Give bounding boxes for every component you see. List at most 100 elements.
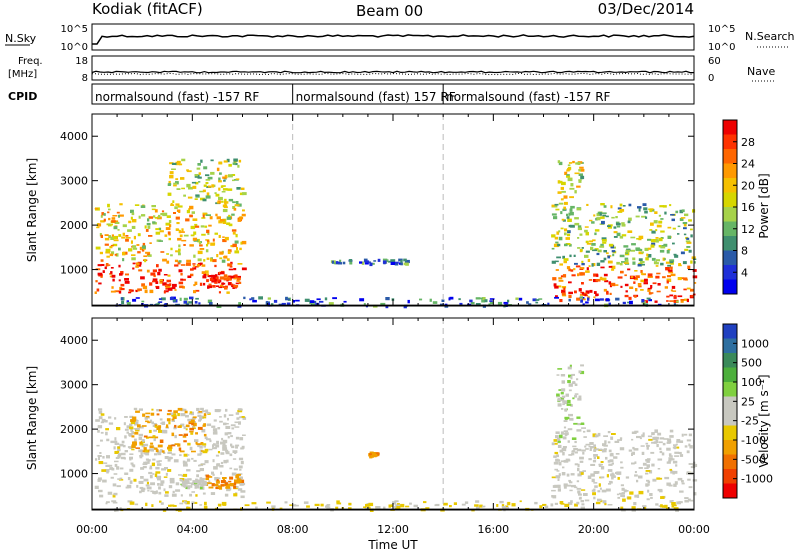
power-scatter-cell — [660, 218, 664, 220]
power-scatter-cell — [532, 298, 537, 302]
power-scatter-cell — [148, 216, 154, 219]
velocity-scatter-cell — [365, 503, 370, 507]
power-scatter-cell — [659, 249, 665, 253]
power-scatter-cell — [651, 230, 656, 234]
velocity-scatter-cell — [103, 462, 108, 464]
power-scatter-cell — [152, 221, 156, 224]
velocity-scatter-cell — [182, 480, 186, 483]
velocity-scatter-cell — [167, 446, 173, 449]
velocity-scatter-cell — [191, 417, 196, 420]
velocity-scatter-cell — [159, 483, 164, 486]
velocity-scatter-cell — [628, 449, 633, 452]
power-scatter-cell — [210, 242, 215, 246]
power-scatter-cell — [579, 233, 583, 236]
power-scatter-cell — [155, 231, 161, 235]
velocity-scatter-cell — [220, 471, 222, 475]
power-colorbar-swatch — [723, 178, 737, 193]
velocity-scatter-cell — [561, 395, 566, 399]
power-scatter-cell — [131, 257, 136, 261]
velocity-scatter-cell — [139, 455, 143, 459]
velocity-scatter-cell — [213, 419, 217, 422]
velocity-scatter-cell — [144, 416, 148, 420]
velocity-scatter-cell — [177, 425, 182, 428]
velocity-scatter-cell — [206, 423, 212, 427]
power-scatter-cell — [641, 299, 645, 303]
power-scatter-cell — [621, 234, 627, 237]
velocity-scatter-cell — [303, 501, 309, 504]
power-scatter-cell — [175, 203, 180, 206]
power-scatter-cell — [206, 192, 210, 196]
power-scatter-cell — [658, 221, 662, 224]
power-scatter-cell — [122, 251, 126, 256]
velocity-scatter-cell — [392, 501, 397, 505]
velocity-scatter-cell — [551, 476, 557, 479]
power-scatter-cell — [216, 279, 220, 282]
velocity-scatter-cell — [142, 450, 145, 453]
power-scatter-cell — [570, 224, 575, 228]
power-scatter-cell — [660, 230, 665, 233]
power-scatter-cell — [226, 216, 232, 220]
velocity-scatter-cell — [646, 461, 650, 463]
velocity-scatter-cell — [108, 416, 112, 419]
power-scatter-cell — [644, 210, 648, 214]
velocity-colorbar-swatch — [723, 396, 737, 412]
velocity-scatter-cell — [182, 473, 188, 477]
power-scatter-cell — [592, 239, 596, 242]
power-scatter-cell — [194, 301, 198, 304]
velocity-scatter-cell — [119, 443, 124, 447]
power-scatter-cell — [635, 275, 640, 278]
velocity-scatter-cell — [641, 451, 645, 455]
power-scatter-cell — [603, 250, 607, 253]
velocity-scatter-cell — [620, 506, 624, 510]
power-scatter-cell — [164, 290, 169, 293]
velocity-scatter-cell — [657, 468, 661, 470]
power-scatter-cell — [189, 205, 194, 210]
power-scatter-cell — [551, 234, 556, 238]
power-scatter-cell — [593, 291, 597, 294]
velocity-scatter-cell — [577, 423, 581, 426]
power-scatter-cell — [568, 298, 571, 302]
velocity-scatter-cell — [569, 417, 574, 421]
velocity-colorbar-swatch — [723, 469, 737, 484]
velocity-scatter-cell — [611, 462, 614, 465]
power-scatter-cell — [573, 268, 576, 271]
power-scatter-cell — [683, 227, 687, 230]
power-scatter-cell — [649, 229, 653, 231]
power-scatter-cell — [667, 235, 672, 239]
power-scatter-cell — [647, 287, 652, 290]
velocity-scatter-cell — [645, 459, 650, 462]
velocity-scatter-cell — [217, 451, 220, 454]
velocity-scatter-cell — [132, 421, 136, 425]
power-scatter-cell — [641, 272, 644, 276]
velocity-scatter-cell — [131, 448, 135, 451]
power-scatter-cell — [228, 223, 233, 227]
power-scatter-cell — [667, 269, 673, 272]
velocity-scatter-cell — [271, 505, 276, 508]
power-scatter-cell — [112, 278, 115, 282]
power-scatter-cell — [566, 216, 570, 219]
power-scatter-cell — [690, 228, 693, 231]
velocity-scatter-cell — [673, 507, 679, 510]
velocity-scatter-cell — [560, 503, 565, 505]
velocity-scatter-cell — [576, 480, 580, 483]
power-scatter-cell — [558, 230, 561, 233]
velocity-scatter-cell — [562, 466, 565, 469]
power-scatter-cell — [568, 268, 571, 272]
power-scatter-cell — [629, 286, 634, 289]
power-scatter-cell — [198, 241, 202, 245]
power-scatter-cell — [137, 233, 141, 237]
velocity-scatter-cell — [646, 444, 650, 447]
velocity-scatter-cell — [166, 424, 169, 427]
power-scatter-cell — [196, 263, 201, 267]
velocity-scatter-cell — [216, 480, 220, 484]
power-scatter-cell — [481, 299, 486, 303]
velocity-scatter-cell — [591, 478, 595, 483]
velocity-scatter-cell — [205, 438, 211, 441]
velocity-scatter-cell — [475, 506, 480, 510]
power-scatter-cell — [232, 243, 237, 248]
velocity-scatter-cell — [148, 429, 152, 434]
power-scatter-cell — [170, 203, 173, 205]
power-scatter-cell — [568, 294, 572, 298]
power-scatter-cell — [630, 275, 634, 279]
freq-left-tick-bottom: 8 — [82, 73, 88, 84]
